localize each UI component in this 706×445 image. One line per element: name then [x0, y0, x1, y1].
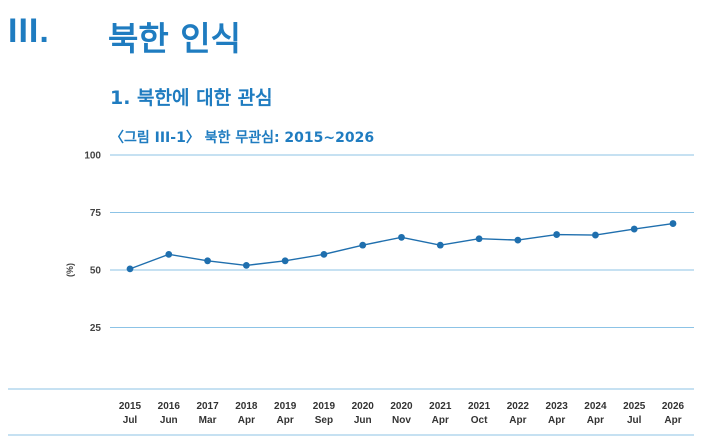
x-tick-month: Apr — [277, 415, 294, 426]
x-tick-year: 2018 — [235, 401, 258, 412]
x-tick-month: Jun — [160, 415, 178, 426]
x-tick-year: 2016 — [158, 401, 181, 412]
x-tick-year: 2021 — [429, 401, 452, 412]
series-line — [129, 222, 674, 270]
x-tick-year: 2021 — [468, 401, 491, 412]
x-tick-month: Sep — [315, 415, 333, 426]
figure-caption: 〈그림 III-1〉 북한 무관심: 2015~2026 — [110, 130, 375, 146]
data-point — [514, 236, 522, 244]
x-tick-month: Mar — [199, 415, 217, 426]
x-tick-year: 2020 — [352, 401, 375, 412]
x-axis-ticks: 2015 Jul 2016 Jun 2017 Mar 2018 Apr 2019 Apr 2019 S… — [119, 401, 685, 426]
data-point — [165, 250, 173, 258]
data-points — [126, 220, 677, 273]
section-number: III. — [8, 12, 50, 50]
x-tick-year: 2024 — [584, 401, 607, 412]
data-point — [436, 241, 444, 249]
data-point — [242, 262, 250, 269]
data-point — [475, 235, 483, 243]
x-tick-month: Apr — [509, 415, 526, 426]
x-tick-month: Apr — [432, 415, 449, 426]
x-tick-year: 2015 — [119, 401, 142, 412]
x-tick-year: 2026 — [662, 401, 685, 412]
x-tick-month: Apr — [587, 415, 604, 426]
series-polyline — [129, 222, 674, 270]
x-tick-year: 2025 — [623, 401, 646, 412]
data-point — [281, 257, 289, 265]
y-axis-label: (%) — [65, 263, 75, 277]
data-point — [204, 257, 211, 265]
y-tick-label: 100 — [84, 151, 101, 162]
x-tick-month: Apr — [548, 415, 565, 426]
x-tick-year: 2019 — [274, 401, 297, 412]
gridlines — [8, 154, 694, 436]
y-tick-label: 50 — [90, 266, 102, 277]
x-tick-year: 2019 — [313, 401, 336, 412]
x-tick-year: 2023 — [546, 401, 569, 412]
data-point — [592, 231, 599, 239]
x-tick-year: 2020 — [390, 401, 413, 412]
x-tick-month: Jul — [627, 415, 642, 426]
data-point — [630, 225, 638, 233]
data-point — [398, 233, 405, 241]
section-title: 북한 인식 — [108, 19, 241, 58]
data-point — [126, 265, 134, 273]
data-point — [669, 220, 677, 227]
subsection-title: 1. 북한에 대한 관심 — [110, 87, 273, 109]
y-axis-ticks: 25 50 75 100 — [84, 151, 101, 335]
x-tick-month: Jul — [123, 415, 138, 426]
x-tick-month: Apr — [238, 415, 255, 426]
x-tick-year: 2022 — [507, 401, 530, 412]
data-point — [320, 250, 328, 258]
data-point — [359, 241, 367, 249]
data-point — [553, 231, 561, 238]
y-tick-label: 25 — [90, 323, 102, 334]
x-tick-month: Nov — [392, 415, 411, 426]
x-tick-month: Oct — [471, 415, 488, 426]
x-tick-month: Jun — [354, 415, 372, 426]
x-tick-month: Apr — [664, 415, 681, 426]
x-tick-year: 2017 — [196, 401, 219, 412]
y-tick-label: 75 — [90, 208, 102, 219]
